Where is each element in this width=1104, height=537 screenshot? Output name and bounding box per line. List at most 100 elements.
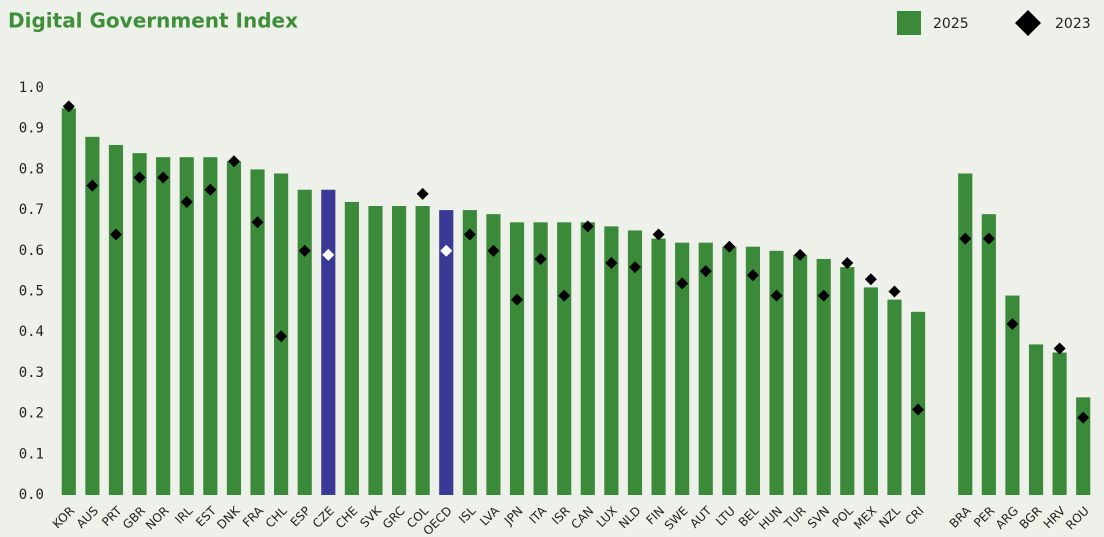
bar <box>1005 295 1020 495</box>
x-tick-label: FRA <box>240 503 267 530</box>
x-tick-label: POL <box>829 503 856 530</box>
marker <box>227 155 240 168</box>
bar <box>863 287 878 495</box>
x-tick-label: TUR <box>781 504 809 532</box>
x-tick-label: LUX <box>594 504 620 530</box>
y-tick-label: 1.0 <box>19 80 44 96</box>
bar <box>533 222 548 495</box>
bar <box>368 206 383 495</box>
bar <box>321 189 336 495</box>
marker <box>133 171 146 184</box>
bar <box>981 214 996 496</box>
x-tick-label: BGR <box>1017 504 1045 532</box>
bar <box>486 214 501 496</box>
x-tick-label: CHL <box>263 503 290 530</box>
bar <box>1028 344 1044 495</box>
x-tick-label: CRI <box>902 504 926 528</box>
x-tick-label: LTU <box>713 504 738 529</box>
bar <box>509 222 525 495</box>
bar <box>557 222 572 495</box>
marker <box>581 220 594 233</box>
x-tick-label: NLD <box>616 504 644 532</box>
x-tick-label: LVA <box>477 503 502 528</box>
bar <box>745 246 761 495</box>
bar <box>462 210 477 495</box>
bar <box>840 267 855 495</box>
x-tick-label: MEX <box>851 504 879 532</box>
marker <box>109 228 122 241</box>
bar <box>675 242 690 495</box>
x-tick-label: IRL <box>172 503 195 526</box>
marker <box>275 330 288 343</box>
bar <box>769 250 784 495</box>
marker <box>1006 318 1019 331</box>
bar <box>816 258 831 495</box>
marker <box>652 228 665 241</box>
x-tick-label: ISL <box>456 503 479 526</box>
marker <box>817 289 830 302</box>
chart-title: Digital Government Index <box>8 9 298 33</box>
marker <box>416 187 429 200</box>
bar <box>627 230 643 495</box>
bar <box>439 210 454 495</box>
marker <box>251 216 264 229</box>
bar <box>297 189 312 495</box>
bar <box>722 246 737 495</box>
legend-label: 2025 <box>933 16 969 32</box>
marker <box>959 232 972 245</box>
marker <box>605 257 618 270</box>
y-tick-label: 0.4 <box>19 324 44 340</box>
bar <box>958 173 973 495</box>
marker <box>62 100 75 113</box>
marker <box>770 289 783 302</box>
bar <box>108 144 124 496</box>
x-tick-label: KOR <box>50 504 78 532</box>
y-tick-label: 0.9 <box>19 121 44 137</box>
bar <box>580 222 595 495</box>
marker <box>912 403 925 416</box>
x-tick-label: JPN <box>501 504 526 529</box>
x-tick-label: HUN <box>756 504 785 533</box>
marker <box>463 228 476 241</box>
bar <box>1052 352 1067 495</box>
bar <box>651 238 666 495</box>
bar <box>85 136 100 495</box>
marker <box>157 171 170 184</box>
y-tick-label: 0.0 <box>19 487 44 503</box>
x-tick-label: SVK <box>357 503 384 530</box>
y-tick-label: 0.5 <box>19 284 44 300</box>
marker <box>794 248 807 261</box>
bar <box>391 206 407 495</box>
marker <box>558 289 571 302</box>
bar <box>203 157 218 495</box>
x-tick-label: HRV <box>1041 503 1069 531</box>
x-tick-label: DNK <box>214 503 243 532</box>
bar <box>250 169 265 495</box>
y-tick-label: 0.3 <box>19 365 44 381</box>
x-tick-label: SVN <box>805 504 832 531</box>
x-tick-label: AUT <box>687 503 715 531</box>
x-tick-label: CAN <box>568 504 596 532</box>
x-tick-label: PRT <box>99 503 125 529</box>
marker <box>699 265 712 278</box>
bar <box>910 311 926 495</box>
bar <box>887 299 902 495</box>
marker <box>534 252 547 265</box>
bar <box>415 206 430 495</box>
marker <box>440 244 453 257</box>
marker <box>864 273 877 286</box>
bar <box>793 254 808 495</box>
marker <box>298 244 311 257</box>
y-tick-label: 0.8 <box>19 161 44 177</box>
y-tick-label: 0.2 <box>19 406 44 422</box>
x-tick-label: GBR <box>120 504 148 532</box>
marker <box>841 257 854 270</box>
x-tick-label: SWE <box>662 504 691 533</box>
marker <box>487 244 500 257</box>
marker <box>204 183 217 196</box>
x-tick-label: BRA <box>947 503 975 531</box>
y-tick-label: 0.1 <box>19 446 44 462</box>
x-tick-label: EST <box>193 503 219 529</box>
x-tick-label: ITA <box>526 503 549 526</box>
